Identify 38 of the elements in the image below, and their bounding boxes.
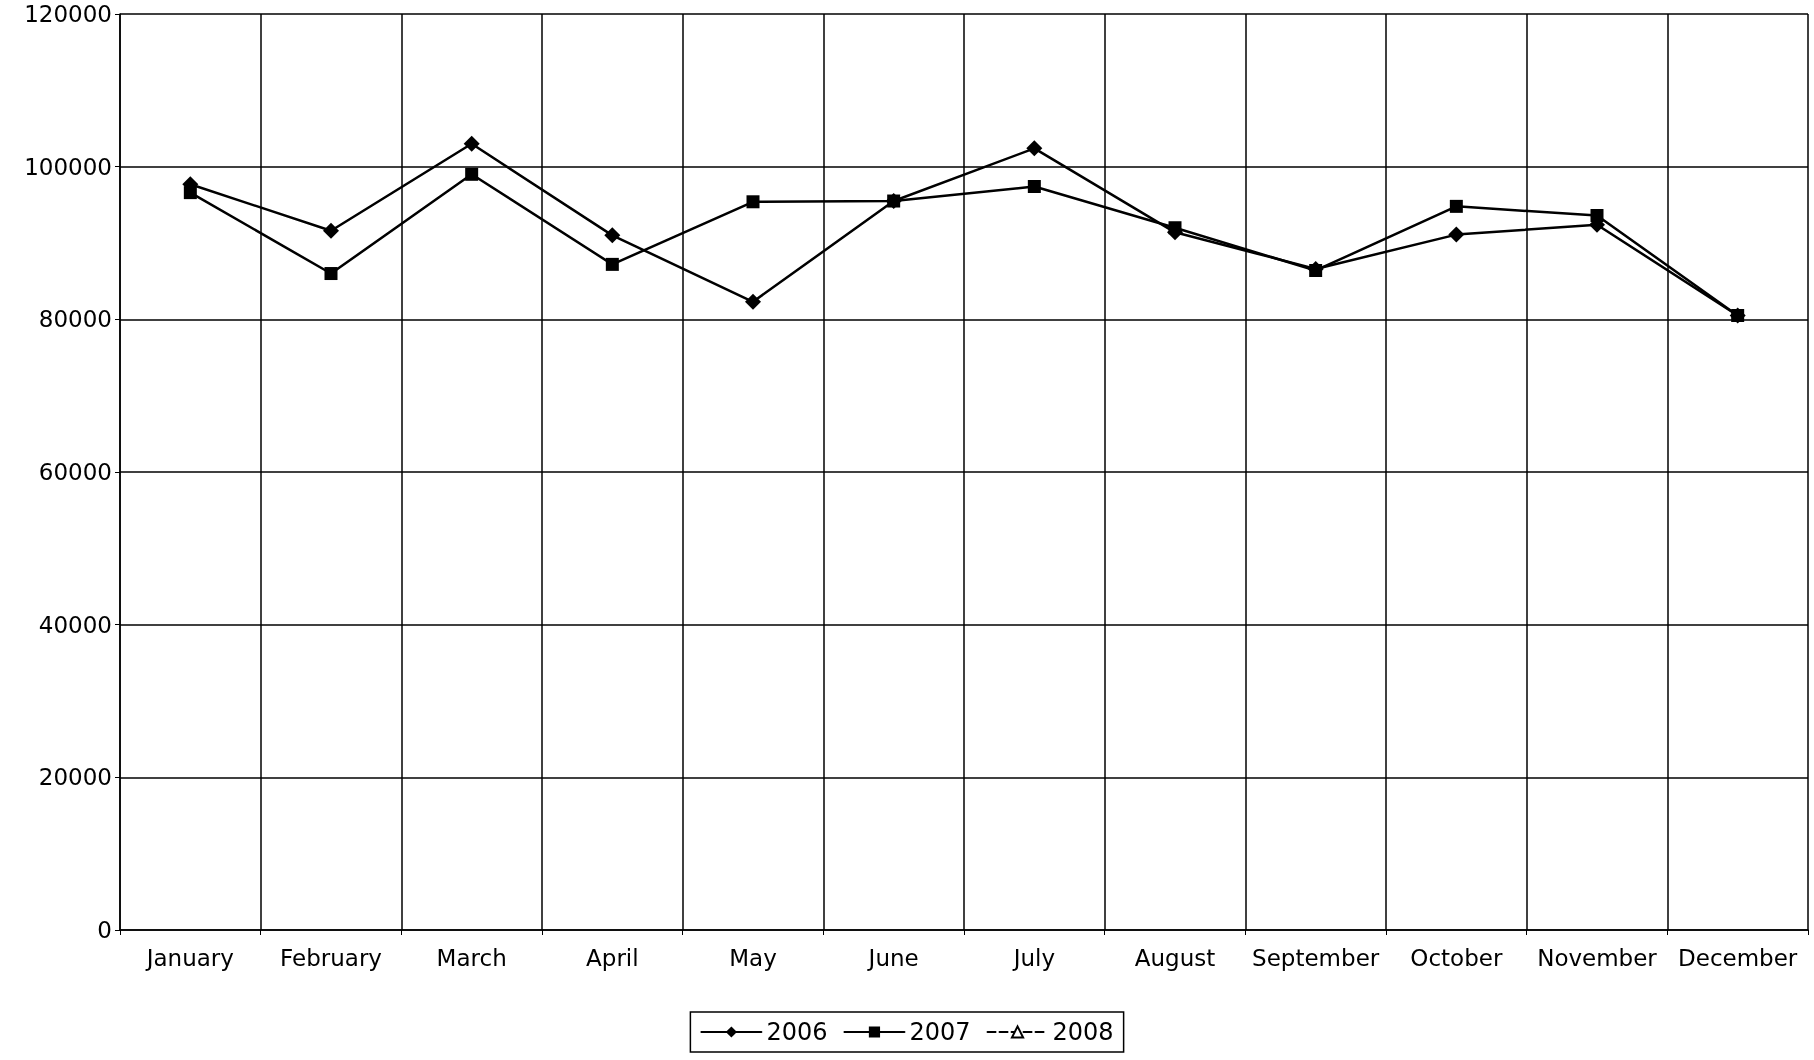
x-tick-label: February <box>280 944 382 971</box>
y-tick-label: 120000 <box>24 1 112 27</box>
legend-label: 2007 <box>909 1018 971 1046</box>
point <box>465 167 479 181</box>
legend-label: 2006 <box>766 1018 828 1046</box>
point <box>1448 226 1465 243</box>
point <box>1168 221 1182 235</box>
point <box>605 257 619 271</box>
y-tick-label: 20000 <box>38 764 112 791</box>
y-tick-label: 60000 <box>38 459 112 485</box>
x-tick-label: October <box>1410 944 1503 971</box>
x-tick-label: January <box>144 944 234 971</box>
point <box>604 227 621 244</box>
x-tick-label: May <box>729 944 777 971</box>
y-tick-label: 0 <box>97 917 112 943</box>
x-tick-label: July <box>1011 944 1056 971</box>
y-tick-label: 80000 <box>38 306 112 333</box>
point <box>1449 199 1463 213</box>
y-tick-label: 100000 <box>24 153 112 180</box>
point <box>745 293 761 310</box>
x-tick-label: September <box>1252 944 1380 971</box>
legend-label: 2008 <box>1052 1018 1114 1046</box>
point <box>324 267 338 281</box>
point <box>1027 180 1041 194</box>
x-tick-label: March <box>436 944 507 971</box>
x-tick-label: November <box>1537 944 1658 971</box>
point <box>746 195 760 209</box>
x-tick-label: June <box>866 944 919 971</box>
x-tick-label: April <box>586 944 639 971</box>
point <box>887 194 901 208</box>
point <box>323 222 339 239</box>
x-tick-label: August <box>1134 944 1216 971</box>
point <box>183 186 197 200</box>
point <box>1590 209 1604 223</box>
x-tick-label: December <box>1678 944 1798 971</box>
point <box>463 135 480 152</box>
y-tick-label: 40000 <box>38 611 112 638</box>
point <box>1026 140 1043 157</box>
